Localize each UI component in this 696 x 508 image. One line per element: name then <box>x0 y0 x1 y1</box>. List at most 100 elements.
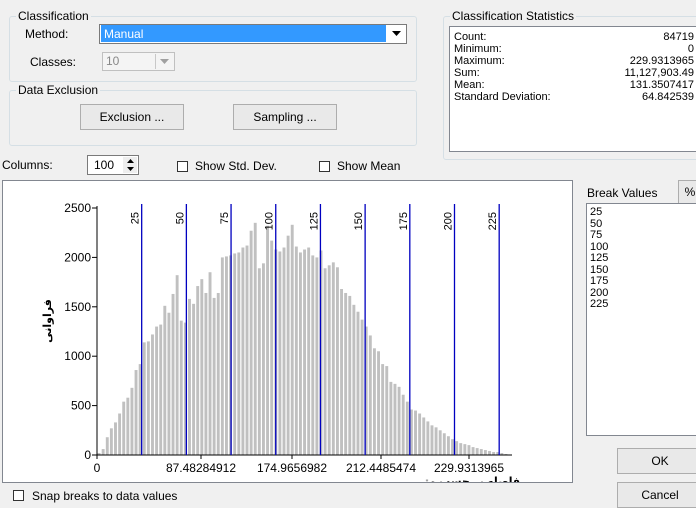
stat-value: 0 <box>687 43 694 55</box>
show-std-dev-checkbox[interactable] <box>177 161 188 172</box>
histogram-bar <box>241 247 245 455</box>
spin-up-icon[interactable] <box>123 157 137 165</box>
break-line-label: 100 <box>264 212 276 230</box>
classes-label: Classes: <box>30 55 77 69</box>
y-tick-label: 1500 <box>64 300 91 314</box>
histogram-bar <box>442 433 446 455</box>
columns-spinner[interactable]: 100 <box>87 155 139 175</box>
classes-select[interactable]: 10 <box>102 52 175 71</box>
histogram-bar <box>438 430 442 455</box>
histogram-bar <box>192 303 196 455</box>
classification-statistics-group: Classification Statistics <box>443 9 696 160</box>
y-tick-label: 0 <box>84 448 91 462</box>
break-value-item[interactable]: 75 <box>590 229 603 241</box>
sampling-button[interactable]: Sampling ... <box>233 104 337 130</box>
stat-row-minimum: Minimum: 0 <box>454 43 694 55</box>
x-tick-label: 0 <box>94 461 101 475</box>
break-line-label: 200 <box>442 212 454 230</box>
spin-down-icon[interactable] <box>123 165 137 173</box>
histogram-bar <box>434 427 438 455</box>
x-axis-title: فاصله بر حسب متر <box>417 476 520 482</box>
histogram-bar <box>97 453 101 455</box>
histogram-bar <box>467 445 471 455</box>
x-tick-label: 212.4485474 <box>346 461 416 475</box>
histogram-bar <box>397 386 401 455</box>
break-value-item[interactable]: 200 <box>590 286 609 299</box>
ok-button[interactable]: OK <box>617 448 696 474</box>
histogram-bar <box>496 452 500 455</box>
histogram-bar <box>237 252 241 455</box>
histogram-bar <box>360 319 364 455</box>
histogram-bar <box>479 449 483 455</box>
histogram-bar <box>220 257 224 455</box>
chevron-down-icon[interactable] <box>155 54 173 69</box>
stat-row-mean: Mean: 131.3507417 <box>454 79 694 91</box>
histogram-bar <box>225 256 228 455</box>
exclusion-button[interactable]: Exclusion ... <box>80 104 184 130</box>
histogram-bar <box>179 320 183 455</box>
histogram-bar <box>303 249 307 455</box>
chevron-down-icon[interactable] <box>387 26 405 42</box>
method-select[interactable]: Manual <box>99 24 407 44</box>
histogram-bar <box>196 286 200 455</box>
snap-breaks-label: Snap breaks to data values <box>32 489 178 503</box>
stat-value: 11,127,903.49 <box>624 67 694 79</box>
histogram-panel[interactable]: 2500 2000 1500 1000 500 0 0 87.48284912 174.9656… <box>2 180 573 483</box>
snap-breaks-checkbox[interactable] <box>13 490 24 501</box>
break-value-item[interactable]: 100 <box>590 240 609 253</box>
histogram-bar <box>344 292 348 455</box>
y-tick-label: 2500 <box>64 201 91 215</box>
stat-value: 131.3507417 <box>629 79 694 91</box>
histogram-bar <box>492 452 496 455</box>
break-value-item[interactable]: 125 <box>590 252 609 264</box>
histogram-bar <box>323 268 327 455</box>
stat-key: Count: <box>454 31 487 43</box>
stat-key: Mean: <box>454 79 485 91</box>
method-value: Manual <box>101 25 386 42</box>
histogram-bar <box>446 436 450 455</box>
histogram-bar <box>414 410 417 455</box>
histogram-bar <box>389 381 393 455</box>
histogram-bar <box>385 366 389 455</box>
histogram-bar <box>105 437 109 455</box>
stat-key: Maximum: <box>454 55 505 67</box>
histogram-bar <box>114 422 117 455</box>
break-line-label: 50 <box>174 212 186 224</box>
histogram-bar <box>138 364 142 455</box>
show-mean-checkbox[interactable] <box>319 161 330 172</box>
histogram-bar <box>430 425 434 455</box>
histogram-bar <box>483 450 487 455</box>
x-tick-label: 87.48284912 <box>166 461 236 475</box>
histogram-bar <box>118 413 122 455</box>
histogram-bar <box>126 397 130 455</box>
histogram-bar <box>188 298 191 455</box>
break-value-item[interactable]: 225 <box>590 298 609 310</box>
histogram-bar <box>463 444 467 455</box>
histogram-bar <box>212 297 216 455</box>
histogram-bar <box>405 401 409 455</box>
break-line-label: 225 <box>487 212 499 230</box>
x-tick-label: 229.9313965 <box>434 461 504 475</box>
histogram-bar <box>455 441 459 455</box>
cancel-button[interactable]: Cancel <box>617 482 696 508</box>
histogram-bar <box>381 364 385 455</box>
stat-key: Sum: <box>454 67 480 79</box>
break-value-item[interactable]: 50 <box>590 217 603 230</box>
break-values-list[interactable]: 25 50 75 100 125 150 175 200 225 <box>586 203 696 436</box>
histogram-bar <box>204 292 208 455</box>
histogram-bar <box>340 289 343 455</box>
histogram-chart[interactable]: 2500 2000 1500 1000 500 00 87.48284912 174.9656… <box>3 181 572 482</box>
histogram-bar <box>171 293 175 455</box>
histogram-bar <box>142 342 146 455</box>
histogram-bar <box>233 253 237 455</box>
break-value-item[interactable]: 25 <box>590 206 603 218</box>
percent-button[interactable]: % <box>678 180 696 204</box>
histogram-bar <box>257 268 261 455</box>
histogram-bar <box>155 326 159 455</box>
histogram-bar <box>426 421 430 455</box>
histogram-bar <box>298 252 302 455</box>
y-axis-title: فراوانی <box>42 299 54 343</box>
stat-value: 64.842539 <box>642 91 694 103</box>
break-value-item[interactable]: 150 <box>590 263 609 276</box>
break-value-item[interactable]: 175 <box>590 275 609 287</box>
